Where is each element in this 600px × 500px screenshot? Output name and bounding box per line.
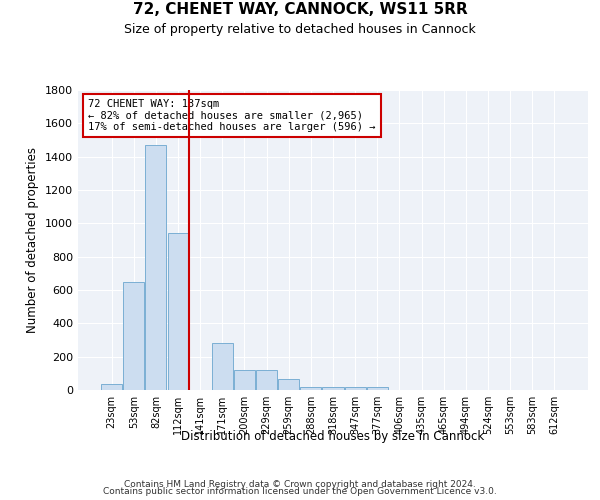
Bar <box>234 370 255 390</box>
Bar <box>367 386 388 390</box>
Bar <box>101 384 122 390</box>
Text: 72, CHENET WAY, CANNOCK, WS11 5RR: 72, CHENET WAY, CANNOCK, WS11 5RR <box>133 2 467 18</box>
Text: Size of property relative to detached houses in Cannock: Size of property relative to detached ho… <box>124 22 476 36</box>
Bar <box>124 282 145 390</box>
Text: Contains public sector information licensed under the Open Government Licence v3: Contains public sector information licen… <box>103 488 497 496</box>
Text: Distribution of detached houses by size in Cannock: Distribution of detached houses by size … <box>181 430 485 443</box>
Text: 72 CHENET WAY: 137sqm
← 82% of detached houses are smaller (2,965)
17% of semi-d: 72 CHENET WAY: 137sqm ← 82% of detached … <box>88 99 376 132</box>
Bar <box>167 234 188 390</box>
Bar <box>344 386 365 390</box>
Bar <box>145 145 166 390</box>
Text: Contains HM Land Registry data © Crown copyright and database right 2024.: Contains HM Land Registry data © Crown c… <box>124 480 476 489</box>
Bar <box>212 342 233 390</box>
Bar <box>301 386 322 390</box>
Bar <box>322 386 344 390</box>
Y-axis label: Number of detached properties: Number of detached properties <box>26 147 40 333</box>
Bar <box>256 370 277 390</box>
Bar <box>278 379 299 390</box>
